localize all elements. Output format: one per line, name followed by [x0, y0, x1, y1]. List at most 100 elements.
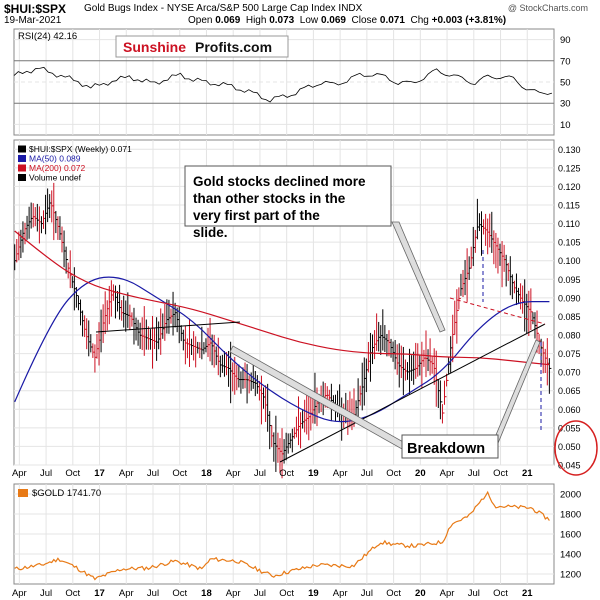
callout-arrows: [229, 221, 541, 450]
x-axis-label: 19: [308, 588, 319, 599]
main-tick-label: 0.110: [558, 219, 580, 229]
x-axis-label: Jul: [468, 588, 480, 599]
annotation-breakdown-box: [401, 434, 499, 459]
x-axis-label: Apr: [226, 588, 241, 599]
annotation-decline-text: Gold stocks declined more than other stoc…: [193, 174, 366, 240]
rsi-tick-label: 30: [560, 99, 571, 110]
x-axis-label: Oct: [172, 588, 187, 599]
annotation-decline-line: very first part of the: [193, 208, 320, 223]
highlight-circle: [554, 420, 598, 476]
open-value: 0.069: [215, 15, 241, 26]
x-axis-label: Jul: [254, 468, 266, 479]
main-tick-label: 0.095: [558, 275, 581, 285]
sunshine-profits-logo: Sunshine Profits.com: [115, 35, 289, 58]
main-tick-label: 0.130: [558, 145, 581, 155]
annotation-decline-line: than other stocks in the: [193, 191, 346, 206]
x-axis-label: Oct: [386, 468, 401, 479]
main-tick-label: 0.085: [558, 312, 581, 322]
rsi-layer: [13, 66, 553, 103]
gold-legend-swatch: [18, 489, 28, 497]
main-tick-label: 0.080: [558, 331, 581, 341]
main-tick-label: 0.060: [558, 405, 581, 415]
logo-sunshine: Sunshine: [123, 39, 186, 55]
x-axis-label: 20: [415, 468, 426, 479]
rising-support-line: [279, 323, 546, 463]
x-axis-label: 21: [522, 588, 533, 599]
gold-tick-label: 1200: [560, 570, 581, 581]
rsi-line: [13, 66, 553, 103]
price-layer: [14, 182, 552, 479]
gold-tick-label: 2000: [560, 490, 581, 501]
red-dashed-line: [449, 297, 546, 325]
x-axis-label: Apr: [119, 588, 134, 599]
legend-swatch: [18, 174, 26, 181]
support-line-2016-2017: [95, 321, 241, 333]
x-axis-label: Jul: [147, 468, 159, 479]
main-tick-label: 0.050: [558, 442, 581, 452]
gold-tick-label: 1400: [560, 550, 581, 561]
ma50-line: [14, 276, 550, 423]
x-axis-label: Oct: [172, 468, 187, 479]
main-tick-label: 0.065: [558, 386, 581, 396]
gold-line: [14, 490, 550, 581]
low-value: 0.069: [320, 15, 346, 26]
gold-tick-label: 1600: [560, 530, 581, 541]
x-axis-label: Oct: [65, 468, 80, 479]
x-axis-label: Apr: [333, 588, 348, 599]
legend-entry: MA(200) 0.072: [29, 163, 85, 173]
callout-arrow-top: [391, 221, 446, 333]
annotation-decline-line: slide.: [193, 225, 228, 240]
x-axis-label: 18: [201, 588, 212, 599]
main-tick-label: 0.115: [558, 201, 580, 211]
legend-entry: Volume undef: [29, 173, 82, 183]
x-axis-label: Jul: [40, 468, 52, 479]
gold-legend: $GOLD 1741.70: [32, 488, 101, 499]
x-axis-label: Apr: [226, 468, 241, 479]
logo-profits: Profits.com: [195, 39, 272, 55]
rsi-tick-label: 70: [560, 56, 571, 67]
x-axis-label: 17: [94, 588, 105, 599]
x-axis-label: Jul: [147, 588, 159, 599]
x-axis-label: Jul: [361, 588, 373, 599]
x-axis-label: 17: [94, 468, 105, 479]
rsi-tick-label: 50: [560, 78, 571, 89]
trend-lines: [95, 250, 546, 463]
open-label: Open: [188, 15, 213, 26]
legend-entry: MA(50) 0.089: [29, 154, 81, 164]
main-tick-label: 0.045: [558, 461, 581, 471]
close-value: 0.071: [379, 15, 405, 26]
x-axis-label: Jul: [468, 468, 480, 479]
x-axis-label: 20: [415, 588, 426, 599]
ma200-line: [14, 230, 550, 366]
main-tick-label: 0.100: [558, 256, 581, 266]
legend-swatch: [18, 164, 26, 172]
logo-box: [115, 35, 289, 58]
chart-date: 19-Mar-2021: [4, 15, 62, 26]
x-axis-label: Oct: [65, 588, 80, 599]
x-axis-label: 19: [308, 468, 319, 479]
chart-symbol: $HUI:$SPX: [4, 2, 67, 16]
x-axis-label: Oct: [386, 588, 401, 599]
low-label: Low: [299, 15, 319, 26]
gold-layer: [14, 489, 550, 581]
rsi-tick-label: 10: [560, 120, 571, 131]
x-axis-label: Oct: [493, 588, 508, 599]
rsi-tick-label: 90: [560, 35, 571, 46]
rsi-legend: RSI(24) 42.16: [18, 31, 77, 42]
x-axis-label: Apr: [333, 468, 348, 479]
main-tick-label: 0.090: [558, 293, 581, 303]
annotation-breakdown: Breakdown: [401, 434, 499, 459]
main-tick-label: 0.120: [558, 182, 581, 192]
main-tick-label: 0.125: [558, 163, 581, 173]
close-label: Close: [351, 15, 378, 26]
grid-layer: [14, 29, 554, 584]
x-axis-label: Apr: [440, 588, 455, 599]
x-axis-label: Oct: [279, 588, 294, 599]
gold-tick-label: 1800: [560, 510, 581, 521]
annotation-decline-box: [184, 165, 392, 227]
chg-value: +0.003 (+3.81%): [431, 15, 507, 26]
x-axis-label: 18: [201, 468, 212, 479]
